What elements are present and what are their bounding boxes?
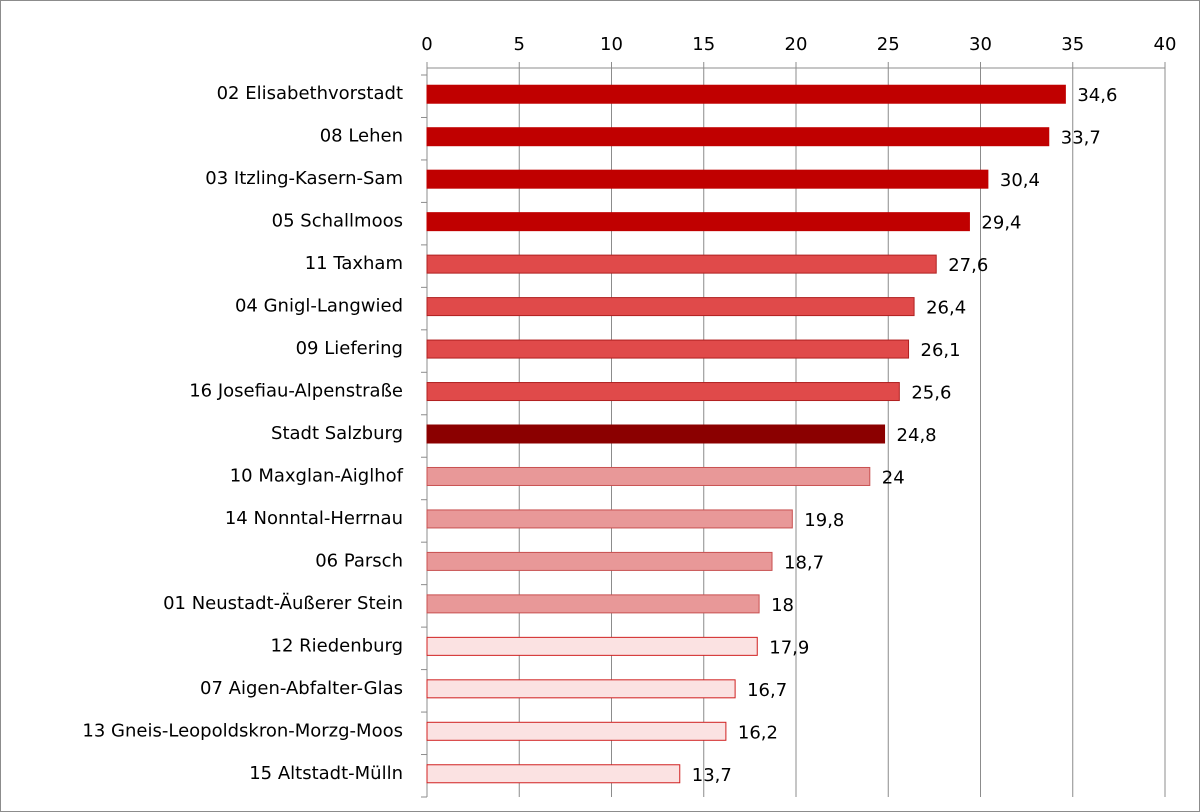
bar	[426, 679, 736, 699]
y-tick-label: 13 Gneis-Leopoldskron-Morzg-Moos	[82, 720, 403, 741]
x-tick-label: 15	[692, 34, 715, 55]
data-label: 17,9	[769, 637, 809, 658]
bar	[426, 721, 727, 741]
y-tick-label: 06 Parsch	[315, 550, 403, 571]
bar	[426, 764, 681, 784]
x-tick-label: 10	[600, 34, 623, 55]
bar	[426, 466, 871, 486]
bar	[426, 254, 937, 274]
bar	[426, 127, 1050, 147]
data-label: 16,2	[738, 722, 778, 743]
y-tick-label: 01 Neustadt-Äußerer Stein	[163, 593, 403, 614]
y-tick-label: 05 Schallmoos	[272, 211, 403, 232]
data-label: 33,7	[1061, 128, 1101, 149]
data-label: 25,6	[911, 383, 951, 404]
bar	[426, 169, 989, 189]
data-label: 30,4	[1000, 170, 1040, 191]
bar	[426, 382, 900, 402]
data-label: 29,4	[981, 213, 1021, 234]
data-label: 16,7	[747, 680, 787, 701]
bar	[426, 594, 760, 614]
y-tick-label: 09 Liefering	[296, 338, 403, 359]
data-label: 19,8	[804, 510, 844, 531]
x-tick-label: 40	[1154, 34, 1177, 55]
x-tick-label: 30	[969, 34, 992, 55]
x-tick-label: 35	[1061, 34, 1084, 55]
data-label: 27,6	[948, 255, 988, 276]
y-tick-label: Stadt Salzburg	[271, 423, 403, 444]
data-label: 34,6	[1077, 85, 1117, 106]
x-tick-label: 20	[785, 34, 808, 55]
y-tick-label: 08 Lehen	[320, 126, 403, 147]
y-tick-label: 10 Maxglan-Aiglhof	[230, 465, 404, 486]
x-tick-label: 0	[421, 34, 432, 55]
data-label: 26,4	[926, 298, 966, 319]
bar	[426, 636, 758, 656]
bar	[426, 84, 1066, 104]
y-tick-label: 15 Altstadt-Mülln	[249, 763, 403, 784]
bar	[426, 297, 915, 317]
data-label: 13,7	[692, 765, 732, 786]
bar	[426, 551, 773, 571]
y-tick-label: 02 Elisabethvorstadt	[217, 83, 403, 104]
y-tick-label: 16 Josefiau-Alpenstraße	[189, 381, 403, 402]
x-tick-label: 25	[877, 34, 900, 55]
bar	[426, 509, 793, 529]
bar	[426, 212, 970, 232]
data-label: 18,7	[784, 552, 824, 573]
y-tick-label: 14 Nonntal-Herrnau	[225, 508, 403, 529]
data-label: 24	[882, 467, 905, 488]
data-label: 18	[771, 595, 794, 616]
y-tick-label: 04 Gnigl-Langwied	[235, 296, 403, 317]
y-tick-label: 07 Aigen-Abfalter-Glas	[200, 678, 403, 699]
y-tick-label: 12 Riedenburg	[271, 635, 403, 656]
data-label: 26,1	[921, 340, 961, 361]
bar	[426, 424, 886, 444]
y-tick-label: 03 Itzling-Kasern-Sam	[205, 168, 403, 189]
data-label: 24,8	[897, 425, 937, 446]
x-tick-label: 5	[514, 34, 525, 55]
y-tick-label: 11 Taxham	[305, 253, 403, 274]
bar	[426, 339, 910, 359]
